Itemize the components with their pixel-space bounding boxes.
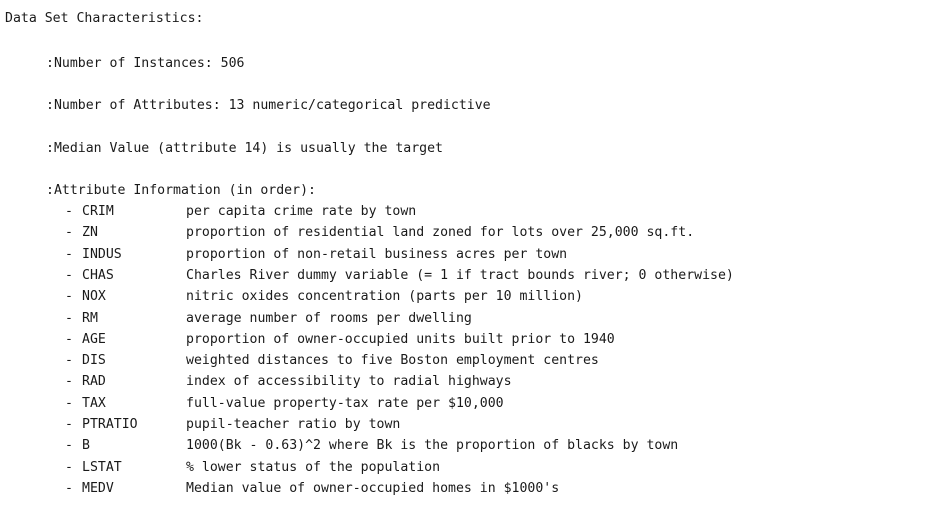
attribute-bullet: - bbox=[65, 374, 73, 390]
attribute-code: ZN bbox=[82, 225, 98, 241]
section-title: Data Set Characteristics: bbox=[5, 11, 204, 26]
attribute-code: PTRATIO bbox=[82, 417, 138, 432]
header-rule: ------ bbox=[0, 0, 42, 3]
attribute-description: proportion of non-retail business acres … bbox=[186, 246, 568, 262]
attribute-code: INDUS bbox=[82, 246, 122, 262]
attribute-description: 1000(Bk - 0.63)^2 where Bk is the propor… bbox=[186, 438, 679, 454]
attribute-description: average number of rooms per dwelling bbox=[186, 310, 472, 326]
attribute-bullet: - bbox=[65, 246, 73, 262]
attribute-bullet: - bbox=[65, 353, 73, 369]
attribute-bullet: - bbox=[65, 289, 73, 305]
attribute-description: proportion of residential land zoned for… bbox=[186, 225, 695, 241]
attribute-code: B bbox=[82, 438, 90, 454]
attribute-description: % lower status of the population bbox=[186, 459, 441, 475]
attribute-bullet: - bbox=[65, 459, 73, 475]
attribute-bullet: - bbox=[65, 417, 73, 432]
attribute-description: per capita crime rate by town bbox=[186, 204, 417, 219]
attribute-description: nitric oxides concentration (parts per 1… bbox=[186, 289, 583, 305]
attribute-bullet: - bbox=[65, 395, 73, 411]
attribute-bullet: - bbox=[65, 438, 73, 454]
instances-line: :Number of Instances: 506 bbox=[46, 56, 245, 71]
attribute-code: DIS bbox=[82, 353, 106, 369]
attribute-code: RAD bbox=[82, 374, 106, 390]
attribute-description: Median value of owner-occupied homes in … bbox=[186, 480, 560, 496]
attribute-code: AGE bbox=[82, 331, 106, 347]
attribute-description: full-value property-tax rate per $10,000 bbox=[186, 395, 504, 411]
notebook-output: ------ Data Set Characteristics: :Number… bbox=[0, 0, 734, 496]
attribute-code: LSTAT bbox=[82, 459, 122, 475]
attribute-bullet: - bbox=[65, 267, 73, 283]
attribute-description: index of accessibility to radial highway… bbox=[186, 374, 512, 390]
attribute-description: Charles River dummy variable (= 1 if tra… bbox=[186, 267, 734, 283]
attribute-bullet: - bbox=[65, 225, 73, 241]
attribute-description: pupil-teacher ratio by town bbox=[186, 417, 401, 432]
attribute-code: CHAS bbox=[82, 267, 114, 283]
attribute-code: RM bbox=[82, 310, 98, 326]
attribute-code: TAX bbox=[82, 395, 106, 411]
attribute-description: proportion of owner-occupied units built… bbox=[186, 331, 615, 347]
median-value-line: :Median Value (attribute 14) is usually … bbox=[46, 141, 443, 156]
attribute-info-heading: :Attribute Information (in order): bbox=[46, 183, 316, 198]
attribute-bullet: - bbox=[65, 204, 73, 219]
attributes-line: :Number of Attributes: 13 numeric/catego… bbox=[46, 98, 491, 113]
attribute-description: weighted distances to five Boston employ… bbox=[186, 353, 599, 369]
attribute-bullet: - bbox=[65, 310, 73, 326]
attribute-code: NOX bbox=[82, 289, 106, 305]
attribute-code: MEDV bbox=[82, 480, 114, 496]
attribute-code: CRIM bbox=[82, 204, 114, 219]
attribute-bullet: - bbox=[65, 480, 73, 496]
attribute-bullet: - bbox=[65, 331, 73, 347]
